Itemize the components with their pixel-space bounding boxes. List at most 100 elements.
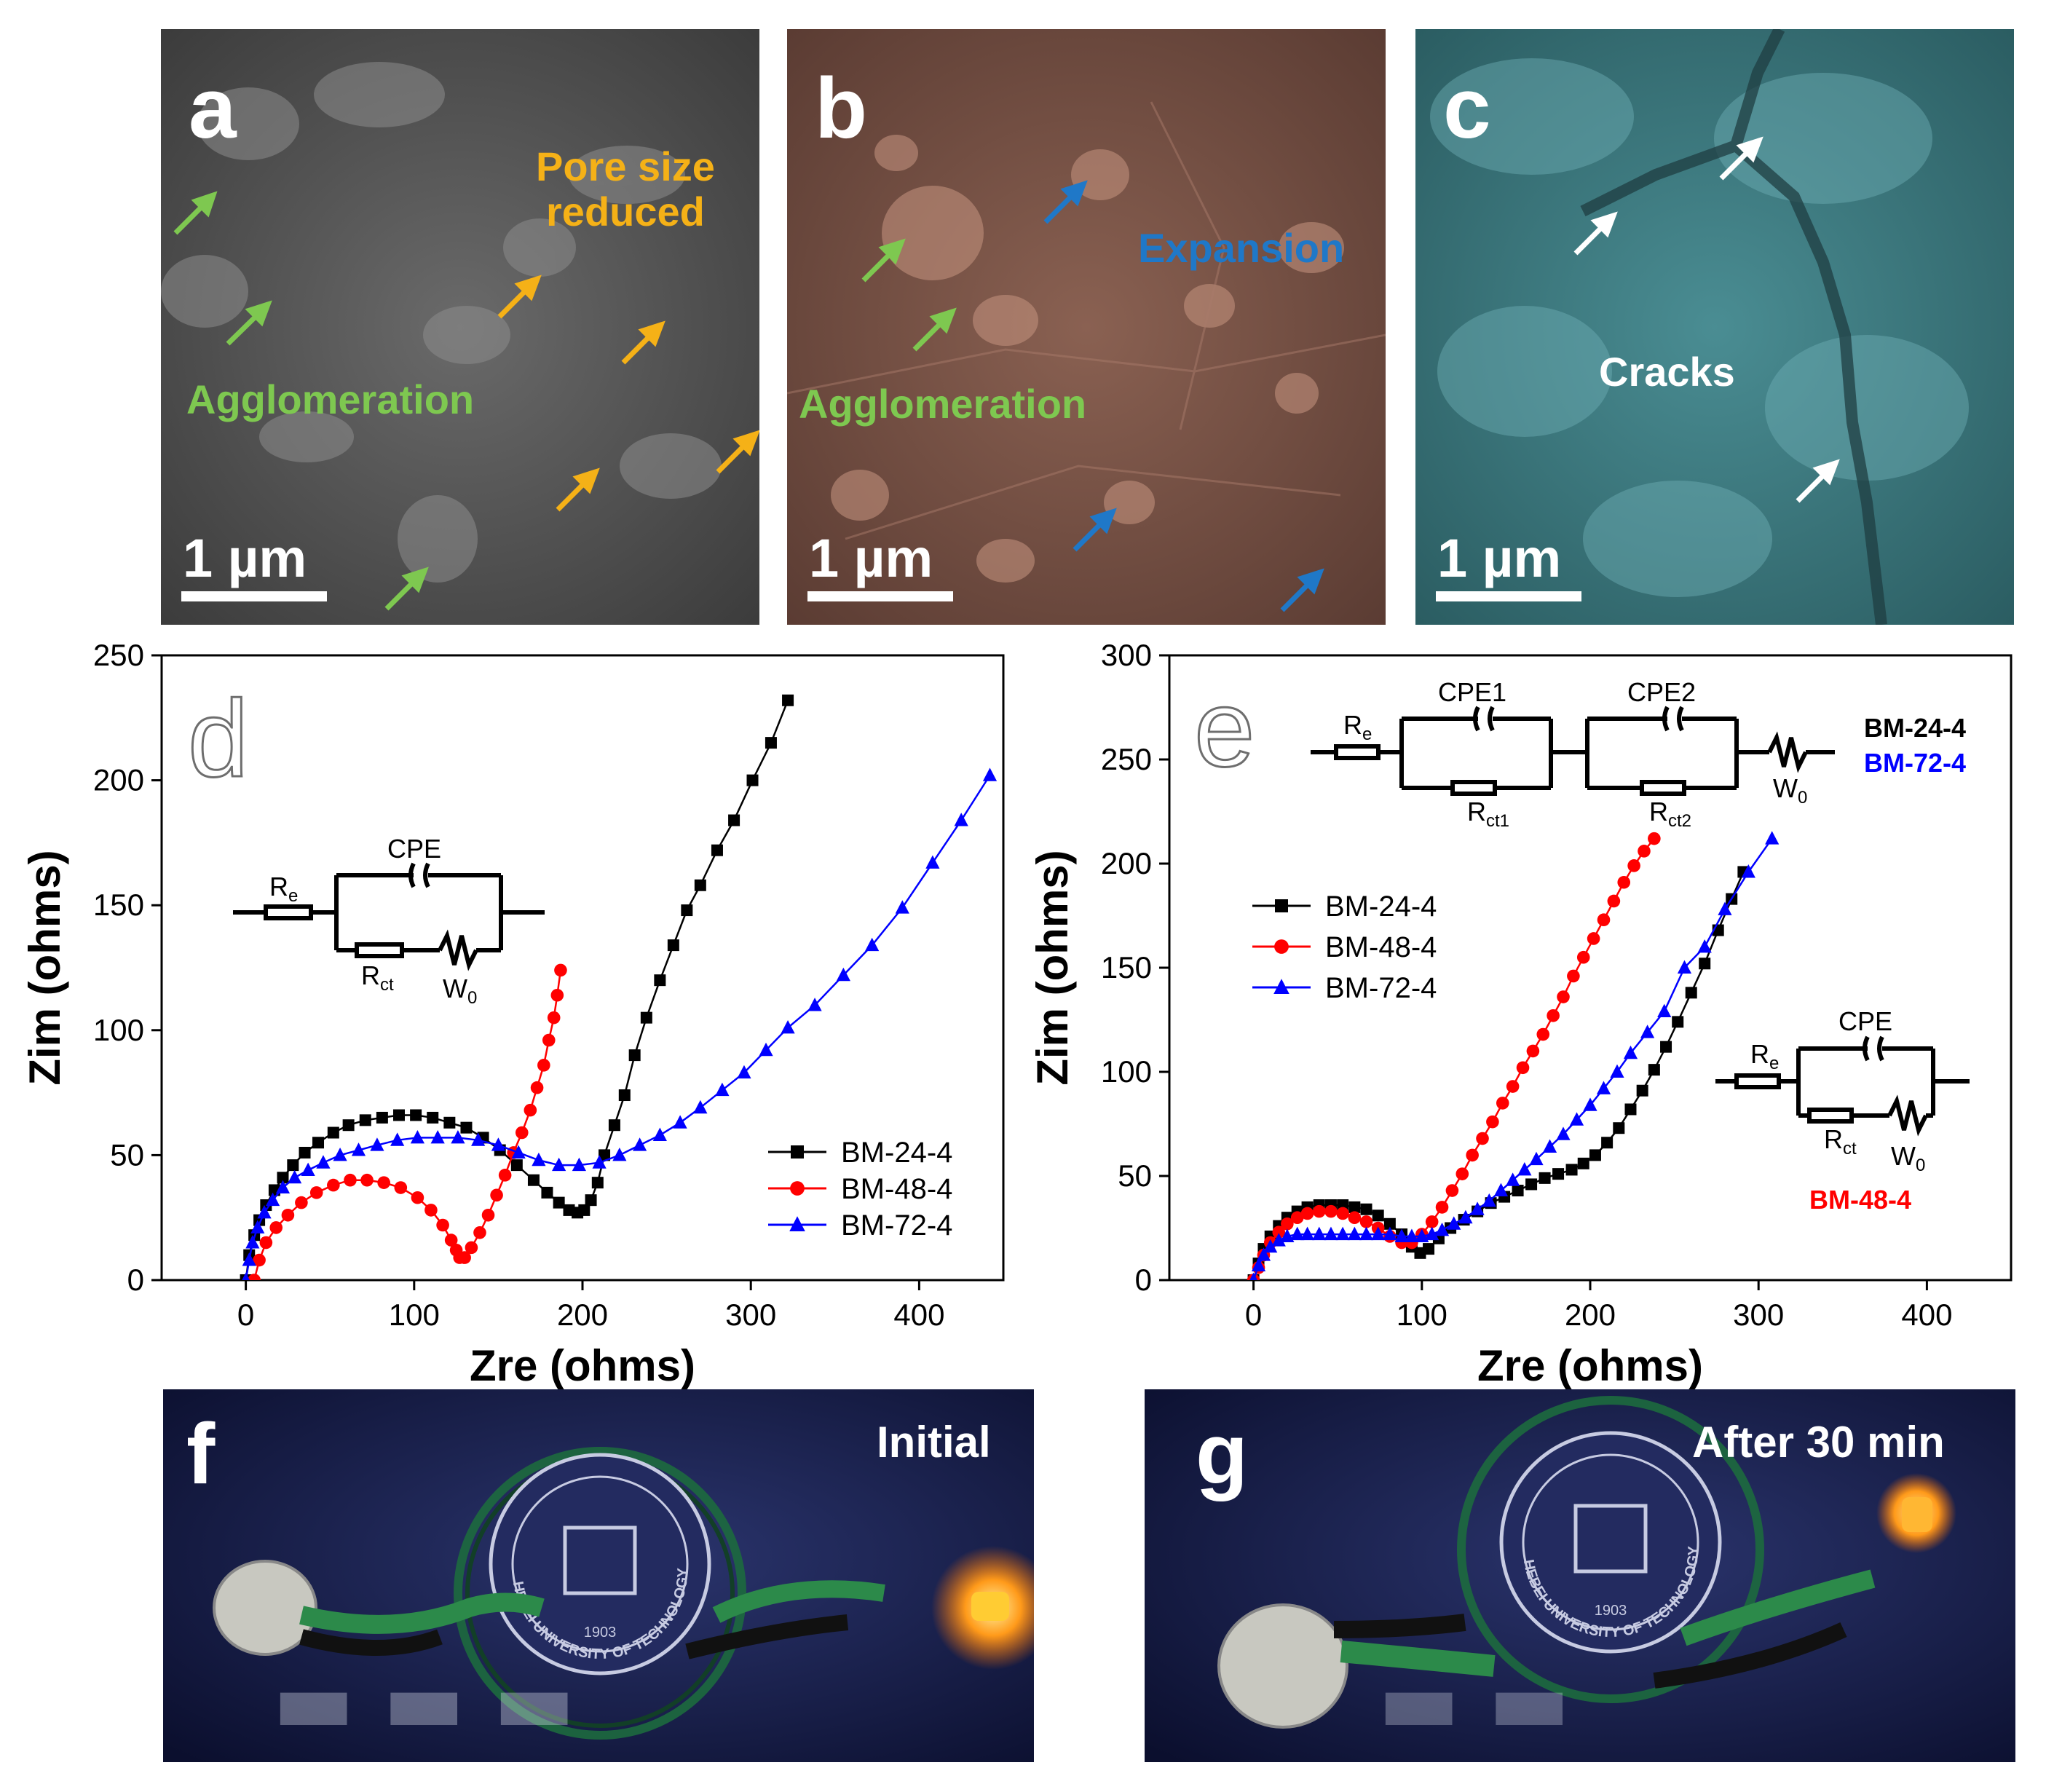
chart-e-point-BM-72-4 bbox=[1280, 1228, 1295, 1242]
chart-e-point-BM-72-4 bbox=[1482, 1193, 1496, 1207]
chart-e-point-BM-24-4 bbox=[1472, 1205, 1484, 1217]
chart-d-point-BM-24-4 bbox=[460, 1121, 473, 1134]
chart-e-point-BM-24-4 bbox=[1601, 1137, 1614, 1149]
chart-d-point-BM-24-4 bbox=[277, 1172, 289, 1184]
chart-e-point-BM-48-4 bbox=[1281, 1217, 1294, 1231]
chart-e-point-BM-72-4 bbox=[1335, 1226, 1350, 1241]
chart-d-point-BM-24-4 bbox=[628, 1049, 641, 1062]
chart-d-point-BM-72-4 bbox=[301, 1162, 315, 1176]
chart-d-legend-label-BM-48-4: BM-48-4 bbox=[841, 1173, 952, 1205]
chart-e-point-BM-24-4 bbox=[1383, 1217, 1396, 1230]
chart-d-point-BM-48-4 bbox=[360, 1173, 374, 1187]
sem-panel-a: a Pore size reduced Agglomeration 1 µm bbox=[161, 29, 759, 625]
chart-e-point-BM-48-4 bbox=[1627, 859, 1640, 872]
chart-e-point-BM-48-4 bbox=[1348, 1211, 1362, 1224]
chart-d-point-BM-48-4 bbox=[248, 1274, 261, 1280]
chart-d-xtick-label: 100 bbox=[389, 1298, 440, 1332]
chart-e-point-BM-72-4 bbox=[1542, 1139, 1557, 1153]
circuit-e-top-series-2: BM-72-4 bbox=[1864, 748, 1966, 778]
chart-d-point-BM-48-4 bbox=[490, 1188, 503, 1202]
chart-d-point-BM-24-4 bbox=[618, 1089, 631, 1102]
chart-e-point-BM-72-4 bbox=[1470, 1201, 1485, 1215]
chart-e-point-BM-72-4 bbox=[1569, 1112, 1584, 1126]
chart-e-point-BM-48-4 bbox=[1405, 1236, 1418, 1250]
chart-e-point-BM-72-4 bbox=[1517, 1162, 1532, 1176]
chart-d-legend-label-BM-24-4: BM-24-4 bbox=[841, 1137, 952, 1169]
chart-d-xtick-label: 300 bbox=[725, 1298, 776, 1332]
chart-d-point-BM-72-4 bbox=[954, 813, 968, 826]
chart-e-point-BM-24-4 bbox=[1396, 1228, 1408, 1241]
chart-d-point-BM-24-4 bbox=[392, 1109, 405, 1121]
chart-e-ytick-label: 50 bbox=[1118, 1159, 1152, 1193]
chart-e-point-BM-48-4 bbox=[1466, 1148, 1479, 1162]
chart-d-point-BM-72-4 bbox=[925, 855, 940, 869]
chart-d-point-BM-72-4 bbox=[759, 1042, 773, 1057]
chart-e-point-BM-48-4 bbox=[1371, 1221, 1385, 1235]
chart-d-point-BM-72-4 bbox=[265, 1192, 280, 1207]
chart-d-point-BM-24-4 bbox=[527, 1174, 540, 1186]
circuit-e-re-label: Re bbox=[1343, 710, 1372, 744]
chart-d-point-BM-72-4 bbox=[491, 1137, 505, 1151]
chart-e-point-BM-24-4 bbox=[1699, 958, 1711, 970]
chart-d-point-BM-24-4 bbox=[312, 1137, 325, 1149]
chart-e-point-BM-72-4 bbox=[1493, 1183, 1509, 1197]
chart-d-point-BM-24-4 bbox=[591, 1177, 604, 1189]
chart-e-point-BM-48-4 bbox=[1476, 1132, 1489, 1145]
chart-e-legend-label-BM-72-4: BM-72-4 bbox=[1325, 972, 1437, 1004]
chart-d-point-BM-72-4 bbox=[807, 998, 822, 1011]
chart-e-point-BM-72-4 bbox=[1256, 1247, 1271, 1261]
chart-e-point-BM-48-4 bbox=[1312, 1204, 1326, 1218]
photo-panel-g: 1903 HEBEI UNIVERSITY OF TECHNOLOGY ▬ ▬ … bbox=[1145, 1389, 2015, 1762]
chart-d-point-BM-48-4 bbox=[550, 988, 564, 1002]
chart-e-point-BM-72-4 bbox=[1623, 1045, 1638, 1059]
chart-e-point-BM-24-4 bbox=[1512, 1185, 1524, 1197]
chart-d-point-BM-48-4 bbox=[424, 1204, 438, 1217]
chart-e-point-BM-72-4 bbox=[1610, 1064, 1624, 1078]
chart-e-point-BM-24-4 bbox=[1648, 1064, 1660, 1076]
chart-e-point-BM-24-4 bbox=[1360, 1203, 1372, 1215]
chart-e-ytick-label: 300 bbox=[1101, 638, 1152, 672]
chart-d-point-BM-72-4 bbox=[275, 1180, 291, 1194]
chart-e-point-BM-72-4 bbox=[1657, 1003, 1672, 1018]
chart-d-point-BM-48-4 bbox=[394, 1181, 408, 1194]
chart-e-legend-label-BM-48-4: BM-48-4 bbox=[1325, 931, 1437, 963]
chart-d-point-BM-24-4 bbox=[376, 1111, 388, 1124]
scale-bar-a bbox=[181, 591, 327, 601]
logo-year-g: 1903 bbox=[1595, 1603, 1627, 1619]
chart-e-point-BM-24-4 bbox=[1252, 1258, 1265, 1270]
chart-e-point-BM-24-4 bbox=[1257, 1243, 1270, 1255]
chart-d-ytick-label: 200 bbox=[93, 763, 144, 797]
chart-e-point-BM-24-4 bbox=[1589, 1149, 1601, 1161]
chart-d-point-BM-24-4 bbox=[578, 1204, 591, 1216]
chart-d-point-BM-72-4 bbox=[781, 1019, 795, 1034]
chart-e-point-BM-48-4 bbox=[1257, 1248, 1271, 1262]
chart-d-ytick-label: 100 bbox=[93, 1013, 144, 1047]
chart-e-point-BM-48-4 bbox=[1516, 1061, 1530, 1075]
chart-d-legend-label-BM-72-4: BM-72-4 bbox=[841, 1209, 952, 1242]
chart-d-point-BM-24-4 bbox=[553, 1196, 565, 1209]
chart-e-point-BM-24-4 bbox=[1565, 1164, 1578, 1176]
chart-d-point-BM-48-4 bbox=[537, 1059, 550, 1072]
chart-e-series-line-BM-72-4 bbox=[1252, 837, 1773, 1280]
chart-d-point-BM-48-4 bbox=[542, 1033, 556, 1047]
chart-e-point-BM-72-4 bbox=[1529, 1151, 1544, 1166]
chart-d-point-BM-72-4 bbox=[532, 1152, 546, 1167]
chart-e-point-BM-72-4 bbox=[1583, 1097, 1597, 1111]
panel-label-g: g bbox=[1196, 1406, 1249, 1502]
agglomeration-annotation-a: Agglomeration bbox=[186, 376, 475, 422]
chart-d-point-BM-72-4 bbox=[410, 1129, 425, 1144]
chart-e-ytick-label: 0 bbox=[1135, 1263, 1152, 1297]
chart-e-point-BM-72-4 bbox=[1697, 939, 1712, 953]
chart-d-point-BM-24-4 bbox=[746, 774, 759, 786]
chart-d-point-BM-24-4 bbox=[585, 1194, 597, 1207]
scale-bar-c bbox=[1436, 591, 1581, 601]
chart-e-point-BM-48-4 bbox=[1536, 1027, 1550, 1041]
chart-d-point-BM-24-4 bbox=[327, 1126, 339, 1139]
chart-e-xtick-label: 100 bbox=[1397, 1298, 1447, 1332]
chart-e-point-BM-24-4 bbox=[1636, 1084, 1648, 1097]
chart-d-xtick-label: 0 bbox=[237, 1298, 254, 1332]
chart-d-point-BM-24-4 bbox=[681, 904, 693, 917]
chart-d-point-BM-24-4 bbox=[782, 694, 794, 706]
chart-d-point-BM-24-4 bbox=[711, 844, 723, 856]
circuit-d-re-label: Re bbox=[269, 872, 298, 906]
